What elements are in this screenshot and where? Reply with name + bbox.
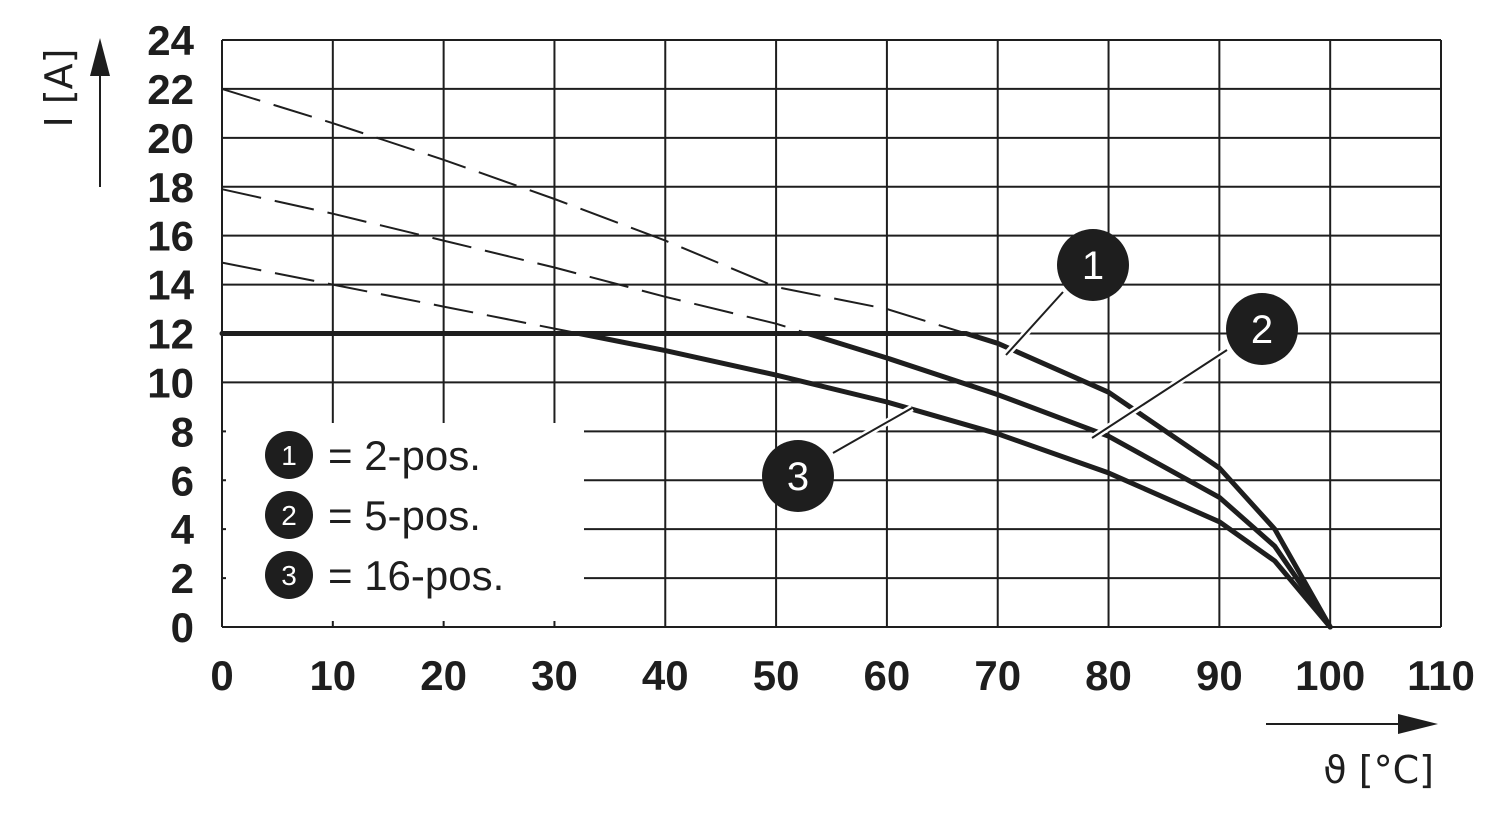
series-1-line bbox=[963, 331, 1333, 630]
series-3-extrapolated-line bbox=[221, 261, 580, 335]
x-tick-label-0: 0 bbox=[210, 652, 233, 699]
y-tick-label-0: 0 bbox=[171, 604, 194, 651]
callout-2-label: 2 bbox=[1251, 308, 1273, 352]
y-tick-label-1: 2 bbox=[171, 555, 194, 602]
x-tick-label-6: 60 bbox=[864, 652, 911, 699]
x-axis-arrow bbox=[1266, 714, 1438, 734]
series-2-line bbox=[805, 331, 1333, 630]
x-tick-label-7: 70 bbox=[974, 652, 1021, 699]
y-tick-label-9: 18 bbox=[147, 164, 194, 211]
y-tick-label-11: 22 bbox=[147, 66, 194, 113]
y-tick-label-7: 14 bbox=[147, 262, 194, 309]
y-tick-label-3: 6 bbox=[171, 457, 194, 504]
x-axis-label: ϑ [°C] bbox=[1323, 748, 1434, 792]
series-2-extrapolated-line bbox=[221, 188, 809, 335]
legend-marker-2-label: 2 bbox=[281, 500, 297, 531]
callout-1-marker bbox=[1057, 229, 1129, 301]
x-tick-label-4: 40 bbox=[642, 652, 689, 699]
x-tick-label-2: 20 bbox=[420, 652, 467, 699]
y-tick-label-5: 10 bbox=[147, 359, 194, 406]
callout-3-leader bbox=[832, 407, 913, 454]
legend-label-1: = 2-pos. bbox=[328, 432, 481, 479]
legend-item-2: 2 = 5-pos. bbox=[265, 491, 481, 539]
y-tick-label-4: 8 bbox=[171, 408, 194, 455]
callout-2-marker bbox=[1226, 293, 1298, 365]
curve-callouts: 1 2 3 bbox=[762, 229, 1298, 512]
y-axis-arrow bbox=[90, 38, 110, 187]
callout-2-leader bbox=[1091, 349, 1228, 439]
y-tick-label-8: 16 bbox=[147, 213, 194, 260]
series-1-extrapolated-line bbox=[221, 87, 967, 335]
legend-item-3: 3 = 16-pos. bbox=[265, 551, 504, 599]
callout-3-label: 3 bbox=[787, 455, 809, 499]
x-tick-label-8: 80 bbox=[1085, 652, 1132, 699]
legend-marker-3 bbox=[265, 551, 313, 599]
series-3-line bbox=[576, 331, 1333, 630]
legend-label-2: = 5-pos. bbox=[328, 492, 481, 539]
callout-1-leader bbox=[1005, 291, 1064, 356]
curves bbox=[219, 87, 1333, 630]
x-tick-label-3: 30 bbox=[531, 652, 578, 699]
callout-1-label: 1 bbox=[1082, 244, 1104, 288]
legend-label-3: = 16-pos. bbox=[328, 552, 504, 599]
y-axis-label: I [A] bbox=[37, 49, 81, 128]
x-tick-label-1: 10 bbox=[309, 652, 356, 699]
grid bbox=[221, 39, 1442, 628]
y-tick-label-12: 24 bbox=[147, 17, 194, 64]
x-tick-label-10: 100 bbox=[1295, 652, 1365, 699]
legend-marker-2 bbox=[265, 491, 313, 539]
axis-labels: I [A] ϑ [°C] bbox=[37, 38, 1438, 792]
y-tick-label-2: 4 bbox=[171, 506, 195, 553]
x-tick-label-5: 50 bbox=[753, 652, 800, 699]
legend-marker-1 bbox=[265, 431, 313, 479]
legend: 1 = 2-pos. 2 = 5-pos. 3 = 16-pos. bbox=[226, 423, 584, 621]
tick-labels: 0 10 20 30 40 50 60 70 80 90 100 110024681012141618… bbox=[147, 17, 1475, 699]
y-tick-label-6: 12 bbox=[147, 311, 194, 358]
x-tick-label-11: 110 bbox=[1407, 652, 1475, 699]
callout-3-marker bbox=[762, 440, 834, 512]
legend-item-1: 1 = 2-pos. bbox=[265, 431, 481, 479]
y-tick-label-10: 20 bbox=[147, 115, 194, 162]
x-tick-label-9: 90 bbox=[1196, 652, 1243, 699]
legend-marker-3-label: 3 bbox=[281, 560, 297, 591]
legend-marker-1-label: 1 bbox=[281, 440, 297, 471]
